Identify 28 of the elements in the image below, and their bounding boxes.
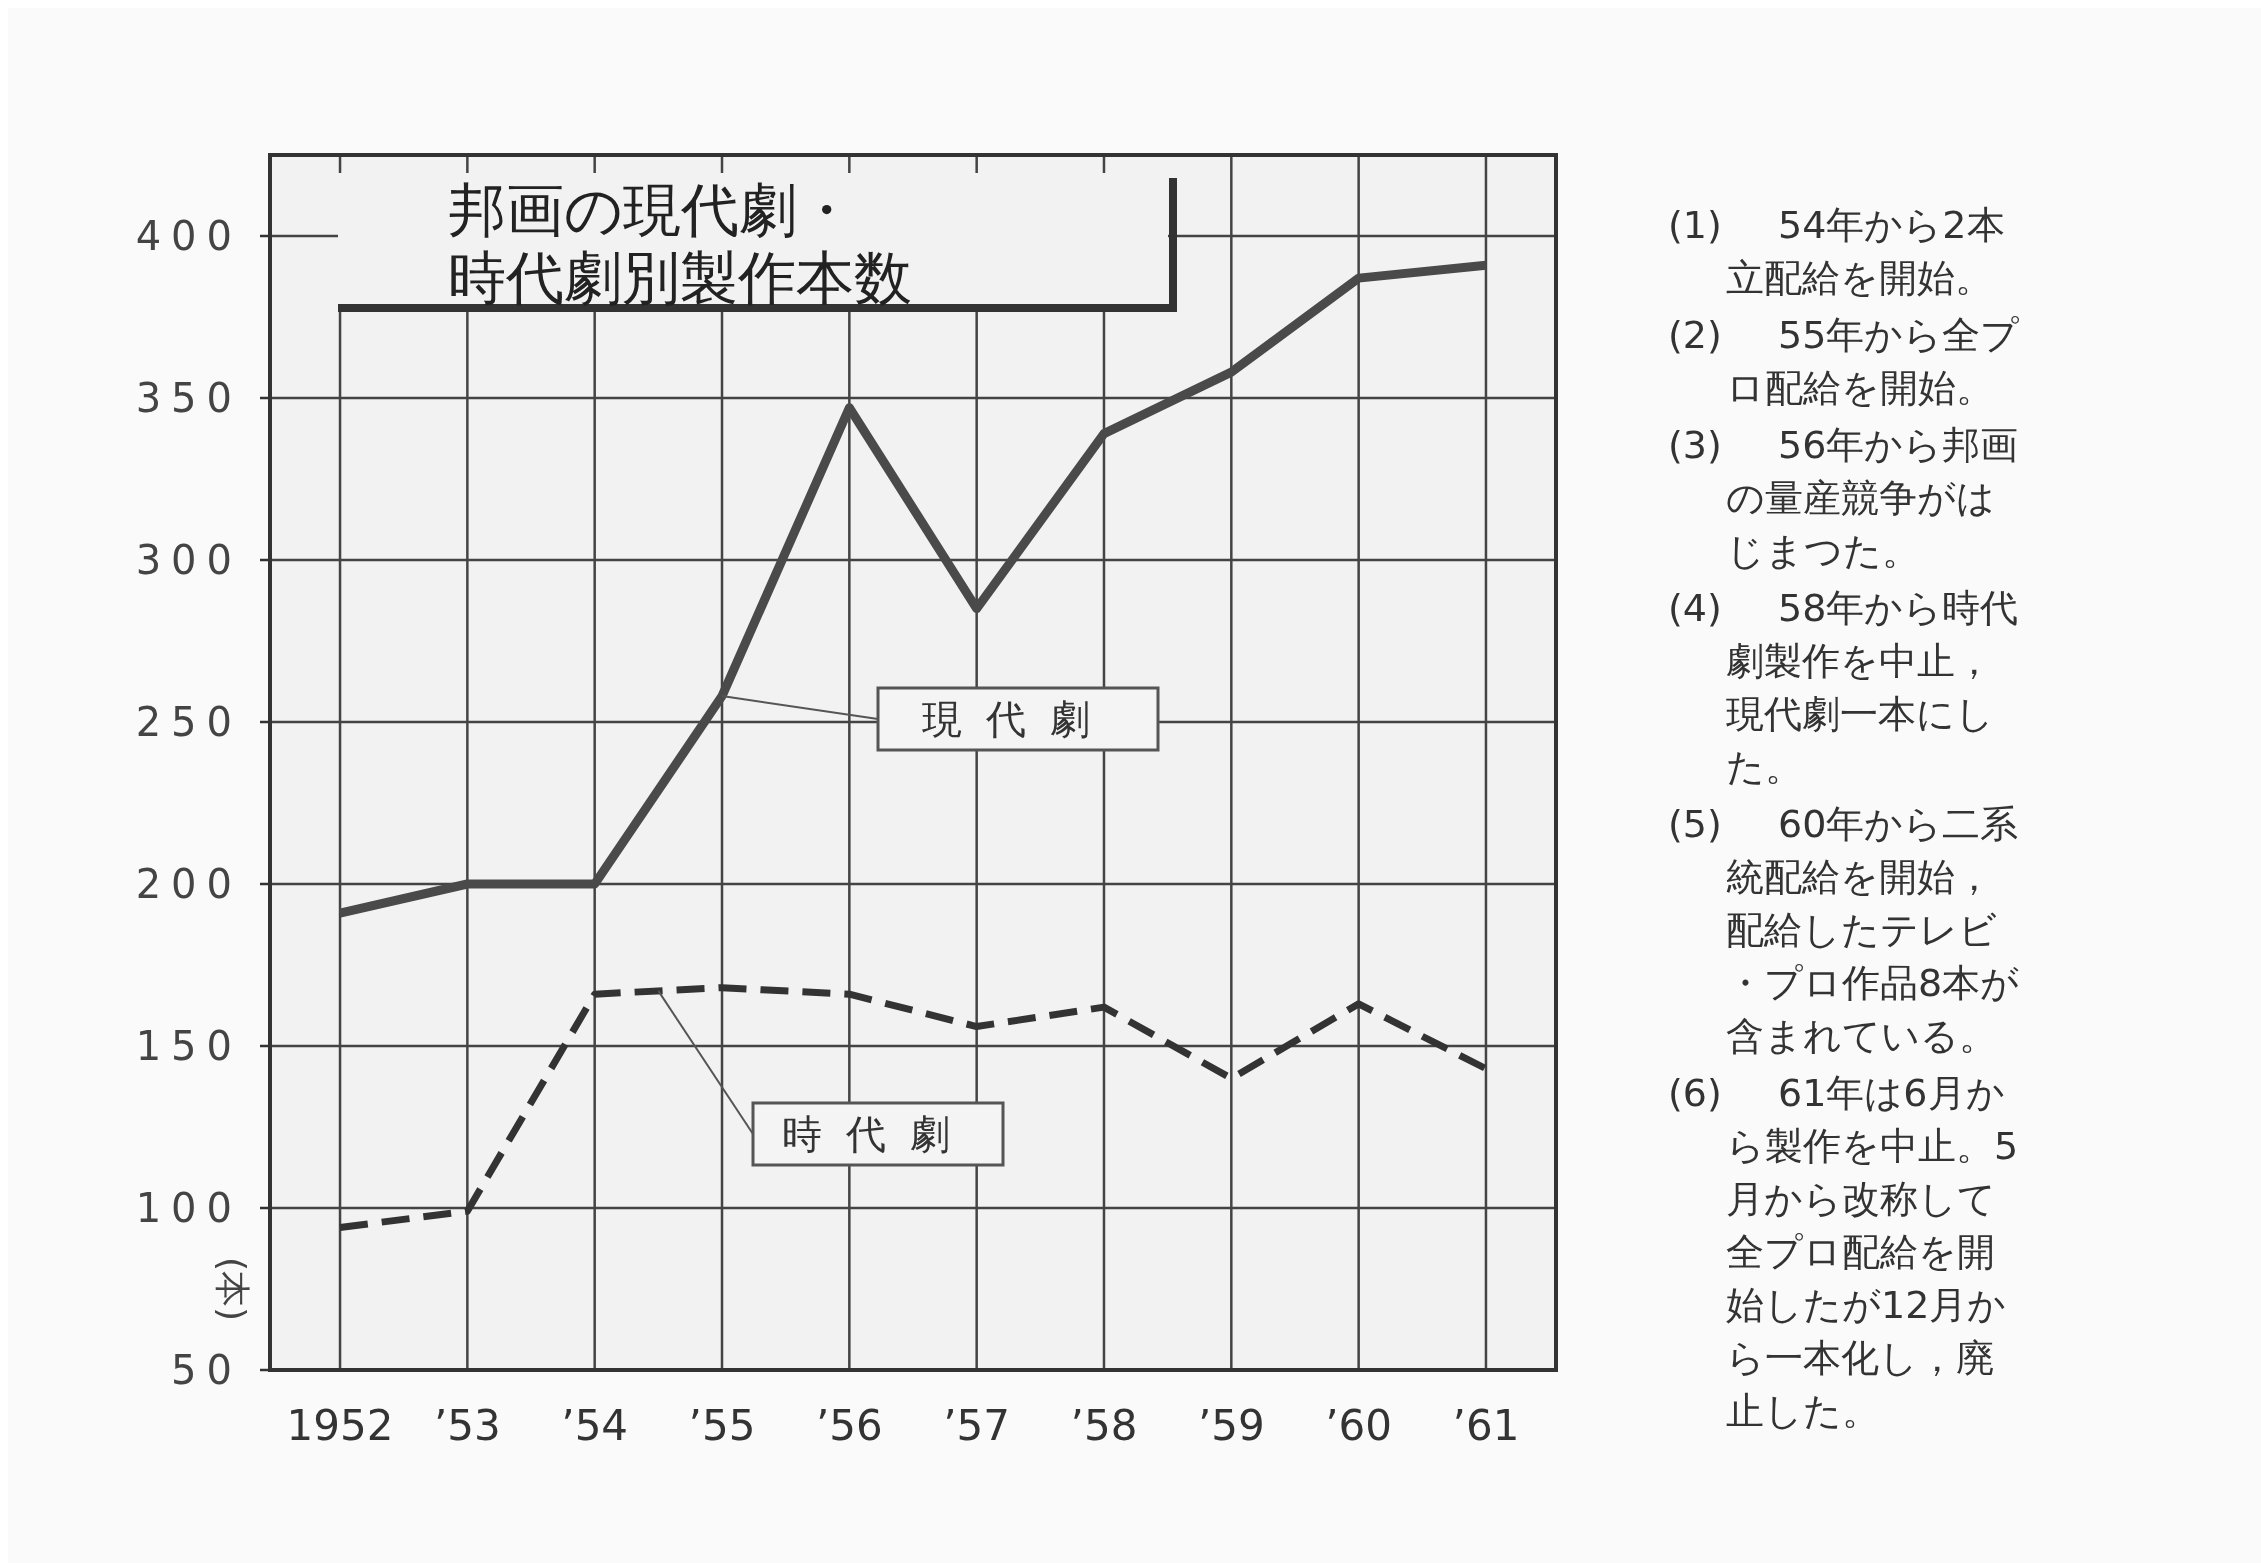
text: (3) 56年から邦画の量産競争がはじまつた。 xyxy=(1668,423,2019,573)
text: 邦画の現代劇・時代劇別製作本数 xyxy=(448,176,912,312)
x-tick-label: ’59 xyxy=(1197,1401,1265,1450)
y-axis-title: (本) xyxy=(212,1256,253,1322)
text: (2) 55年から全プロ配給を開始。 xyxy=(1668,313,2020,410)
x-tick-label: ’58 xyxy=(1070,1401,1138,1450)
x-tick-label: ’55 xyxy=(688,1401,756,1450)
text: 時代劇 xyxy=(782,1111,974,1157)
y-tick-label: 400 xyxy=(135,213,242,259)
legend-label: 現代劇 xyxy=(922,696,1114,742)
x-tick-label: ’54 xyxy=(561,1401,629,1450)
y-tick-label: 300 xyxy=(135,537,242,583)
y-tick-label: 150 xyxy=(135,1023,242,1069)
text: (6) 61年は6月から製作を中止。5月から改称して全プロ配給を開始したが12月から一本化し，廃止した。 xyxy=(1668,1071,2019,1433)
y-tick-label: 50 xyxy=(171,1347,242,1393)
x-tick-label: 1952 xyxy=(286,1401,394,1450)
x-tick-label: ’60 xyxy=(1325,1401,1393,1450)
y-tick-label: 250 xyxy=(135,699,242,745)
text: (5) 60年から二系統配給を開始，配給したテレビ・プロ作品8本が含まれている。 xyxy=(1668,802,2020,1058)
x-tick-label: ’57 xyxy=(943,1401,1011,1450)
text: (4) 58年から時代劇製作を中止，現代劇一本にした。 xyxy=(1668,586,2019,789)
text: (1) 54年から2本立配給を開始。 xyxy=(1668,203,2005,300)
x-tick-label: ’61 xyxy=(1452,1401,1520,1450)
y-tick-label: 200 xyxy=(135,861,242,907)
x-tick-label: ’53 xyxy=(433,1401,501,1450)
y-tick-label: 350 xyxy=(135,375,242,421)
x-tick-label: ’56 xyxy=(815,1401,883,1450)
y-tick-label: 100 xyxy=(135,1185,242,1231)
